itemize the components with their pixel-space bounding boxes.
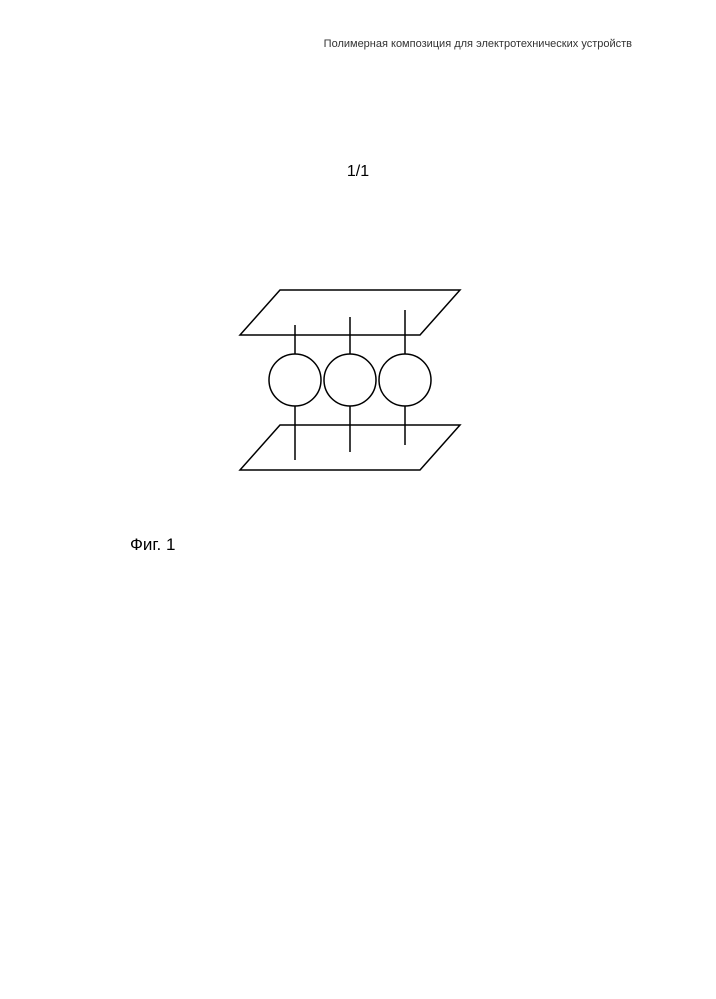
circle-element [379,354,431,406]
figure-diagram [220,280,460,475]
circle-element [324,354,376,406]
figure-label: Фиг. 1 [130,535,175,555]
diagram-svg [220,280,480,480]
circle-element [269,354,321,406]
header-title: Полимерная композиция для электротехниче… [324,38,632,50]
page-number: 1/1 [347,163,369,181]
